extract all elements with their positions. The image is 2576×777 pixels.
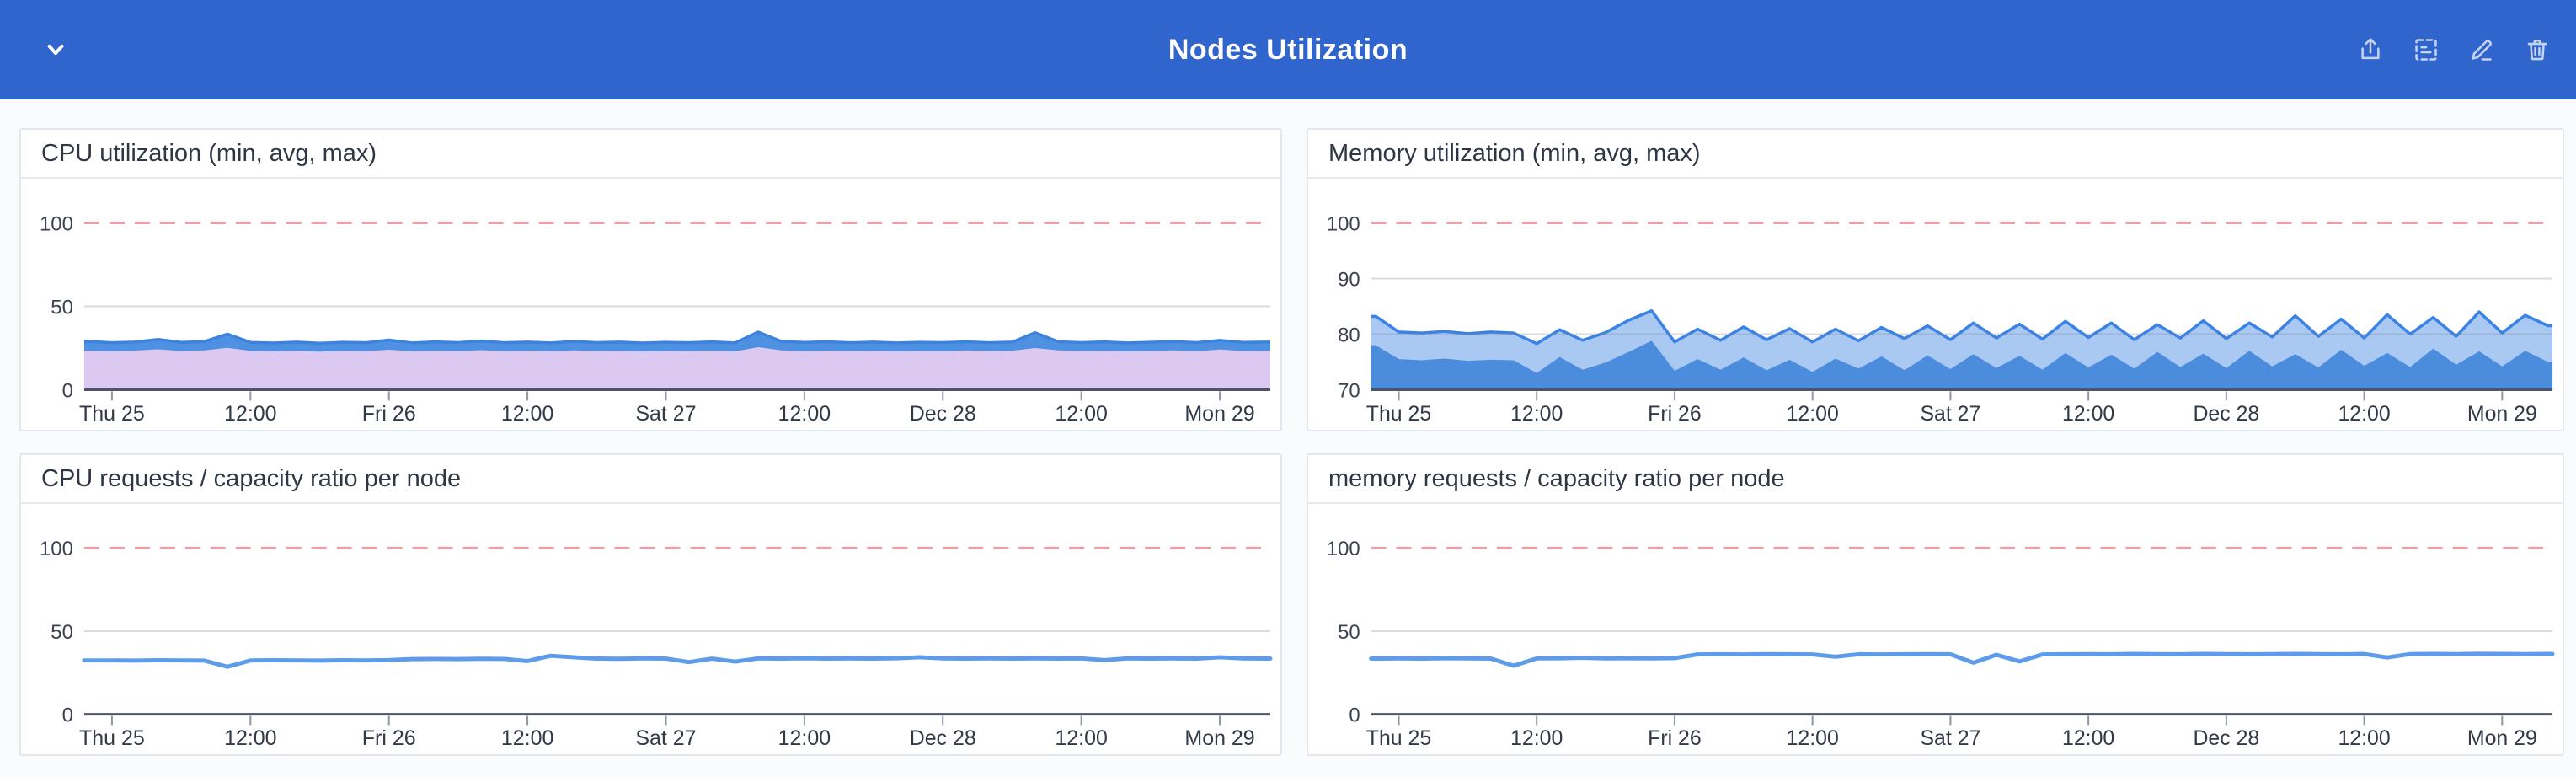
svg-text:12:00: 12:00: [1510, 403, 1563, 426]
share-icon: [2361, 38, 2380, 60]
svg-text:Dec 28: Dec 28: [910, 727, 976, 750]
svg-text:50: 50: [1338, 621, 1360, 644]
svg-text:Mon 29: Mon 29: [2467, 403, 2537, 426]
svg-text:0: 0: [62, 705, 73, 727]
trash-icon: [2527, 40, 2547, 61]
edit-icon: [2472, 40, 2492, 61]
delete-button[interactable]: [2522, 35, 2552, 65]
panel-title: CPU requests / capacity ratio per node: [41, 464, 462, 492]
svg-text:12:00: 12:00: [501, 727, 553, 750]
panel-title: CPU utilization (min, avg, max): [41, 139, 377, 167]
row-title: Nodes Utilization: [1168, 33, 1408, 66]
svg-text:50: 50: [51, 621, 73, 644]
dashboard-row-header[interactable]: Nodes Utilization: [0, 0, 2576, 99]
edit-button[interactable]: [2466, 35, 2497, 65]
svg-text:12:00: 12:00: [1055, 402, 1108, 426]
svg-text:Fri 26: Fri 26: [1648, 727, 1702, 750]
panel-memory-utilization: Memory utilization (min, avg, max) 70 80 9…: [1307, 128, 2564, 431]
svg-text:12:00: 12:00: [2338, 727, 2390, 750]
svg-text:50: 50: [51, 296, 73, 319]
svg-text:Thu 25: Thu 25: [79, 727, 145, 750]
svg-text:12:00: 12:00: [2062, 727, 2114, 750]
svg-text:12:00: 12:00: [224, 727, 276, 750]
svg-text:12:00: 12:00: [1787, 727, 1839, 750]
memory-utilization-chart[interactable]: 70 80 90 100 Thu 25 12:00 Fri 26 12:00 Sat 27 12:…: [1308, 179, 2563, 430]
svg-text:90: 90: [1338, 268, 1360, 291]
svg-text:Dec 28: Dec 28: [2193, 403, 2259, 426]
share-button[interactable]: [2355, 35, 2386, 65]
panel-header[interactable]: CPU requests / capacity ratio per node: [21, 455, 1280, 504]
svg-text:Dec 28: Dec 28: [910, 402, 976, 426]
svg-text:12:00: 12:00: [778, 402, 831, 426]
svg-text:Thu 25: Thu 25: [1366, 403, 1431, 426]
svg-text:Fri 26: Fri 26: [362, 402, 416, 426]
svg-text:Sat 27: Sat 27: [635, 402, 696, 426]
panel-header[interactable]: memory requests / capacity ratio per nod…: [1308, 455, 2563, 504]
memory-requests-ratio-chart[interactable]: 0 50 100 Thu 25 12:00 Fri 26 12:00 Sat 27 12:00 D…: [1308, 504, 2563, 754]
svg-text:12:00: 12:00: [1787, 403, 1839, 426]
panel-memory-requests-ratio: memory requests / capacity ratio per nod…: [1307, 453, 2564, 756]
svg-text:Sat 27: Sat 27: [1920, 403, 1980, 426]
svg-text:12:00: 12:00: [778, 727, 831, 750]
svg-text:Thu 25: Thu 25: [79, 402, 145, 426]
svg-text:12:00: 12:00: [1510, 727, 1563, 750]
panel-cpu-utilization: CPU utilization (min, avg, max) 0 50 100 Th…: [19, 128, 1282, 431]
cpu-utilization-chart[interactable]: 0 50 100 Thu 25 12:00 Fri 26 12:00 Sat 27 12:00 D…: [21, 179, 1280, 430]
card-view-button[interactable]: [2411, 35, 2441, 65]
svg-text:Fri 26: Fri 26: [1648, 403, 1702, 426]
panel-cpu-requests-ratio: CPU requests / capacity ratio per node 0…: [19, 453, 1282, 756]
svg-text:Dec 28: Dec 28: [2193, 727, 2259, 750]
row-actions-toolbar: [2355, 0, 2552, 99]
svg-text:70: 70: [1338, 379, 1360, 402]
svg-text:12:00: 12:00: [224, 402, 277, 426]
svg-text:0: 0: [1349, 705, 1360, 727]
svg-text:Fri 26: Fri 26: [362, 727, 416, 750]
svg-text:Mon 29: Mon 29: [2467, 727, 2537, 750]
collapse-row-button[interactable]: [30, 0, 81, 99]
chevron-down-icon: [47, 44, 64, 56]
svg-text:100: 100: [1327, 212, 1360, 235]
svg-text:100: 100: [40, 212, 73, 235]
svg-text:100: 100: [40, 538, 73, 560]
panel-header[interactable]: CPU utilization (min, avg, max): [21, 130, 1280, 179]
svg-text:Sat 27: Sat 27: [635, 727, 696, 750]
svg-text:Mon 29: Mon 29: [1184, 402, 1254, 426]
svg-text:Sat 27: Sat 27: [1920, 727, 1980, 750]
svg-text:12:00: 12:00: [501, 402, 554, 426]
panel-header[interactable]: Memory utilization (min, avg, max): [1308, 130, 2563, 179]
svg-text:12:00: 12:00: [1055, 727, 1107, 750]
panel-title: memory requests / capacity ratio per nod…: [1328, 464, 1785, 492]
cpu-requests-ratio-chart[interactable]: 0 50 100 Thu 25 12:00 Fri 26 12:00 Sat 27 12:00 D…: [21, 504, 1280, 754]
svg-text:0: 0: [62, 379, 73, 402]
svg-text:Mon 29: Mon 29: [1184, 727, 1254, 750]
card-view-icon: [2415, 39, 2437, 61]
svg-text:100: 100: [1327, 538, 1360, 560]
svg-text:12:00: 12:00: [2062, 403, 2114, 426]
svg-text:Thu 25: Thu 25: [1366, 727, 1431, 750]
svg-text:12:00: 12:00: [2338, 403, 2390, 426]
svg-text:80: 80: [1338, 324, 1360, 346]
panel-title: Memory utilization (min, avg, max): [1328, 139, 1701, 167]
